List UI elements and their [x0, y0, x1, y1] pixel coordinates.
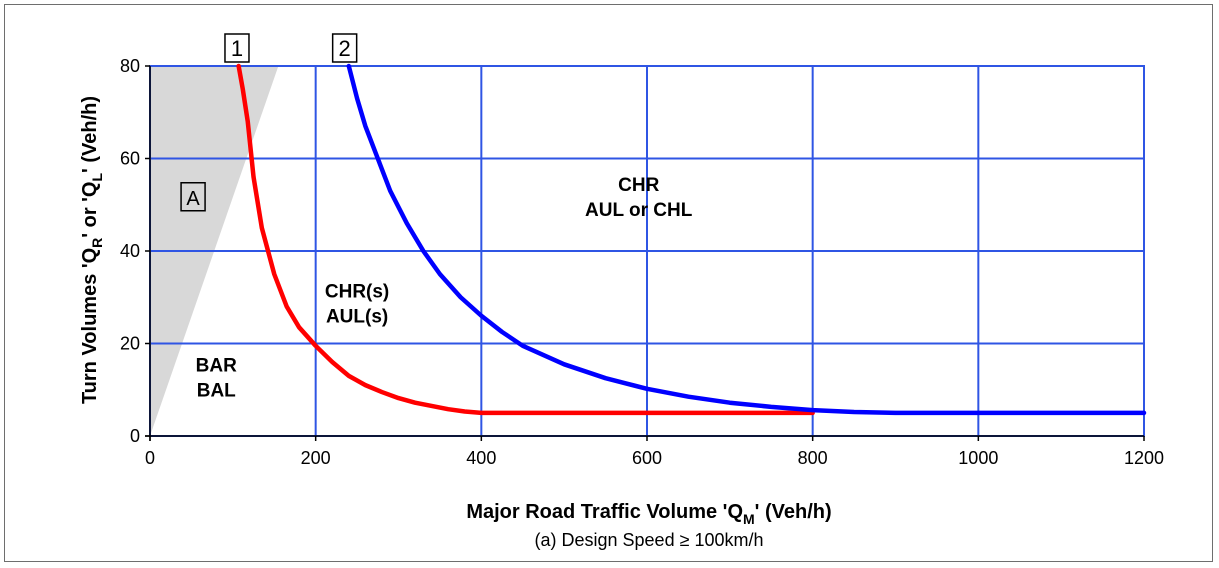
x-tick-label: 0: [145, 448, 155, 468]
x-axis-title: Major Road Traffic Volume 'QM' (Veh/h): [466, 501, 831, 527]
series-line-2: [346, 63, 1147, 416]
x-tick-label: 600: [632, 448, 662, 468]
x-tick-label: 800: [798, 448, 828, 468]
annotation-bar-line-2: BAL: [197, 380, 236, 401]
series-line-1: [236, 63, 815, 416]
y-tick-label: 20: [120, 334, 140, 354]
y-tick-label: 0: [130, 426, 140, 446]
y-tick-label: 40: [120, 241, 140, 261]
annotation-chrs-line-1: CHR(s): [325, 281, 389, 302]
y-tick-label: 80: [120, 56, 140, 76]
curve-label-box-1: [224, 33, 250, 63]
x-tick-label: 400: [466, 448, 496, 468]
curve-label-2: 2: [339, 36, 351, 61]
chart-subtitle: (a) Design Speed ≥ 100km/h: [535, 530, 764, 550]
region-a-label-box: [180, 182, 206, 212]
y-tick-label: 60: [120, 149, 140, 169]
annotation-chr-line-1: CHR: [618, 175, 659, 196]
y-axis-title: Turn Volumes 'QR' or 'QL' (Veh/h): [79, 96, 105, 404]
curve-label-box-2: [331, 33, 358, 63]
x-tick-label: 1000: [958, 448, 998, 468]
curve-label-1: 1: [231, 36, 243, 61]
region-a-label: A: [186, 188, 200, 210]
x-tick-label: 1200: [1124, 448, 1164, 468]
x-tick-label: 200: [301, 448, 331, 468]
annotation-chrs-line-2: AUL(s): [326, 306, 388, 327]
annotation-chr-line-2: AUL or CHL: [585, 200, 693, 221]
annotation-bar-line-1: BAR: [196, 355, 237, 376]
